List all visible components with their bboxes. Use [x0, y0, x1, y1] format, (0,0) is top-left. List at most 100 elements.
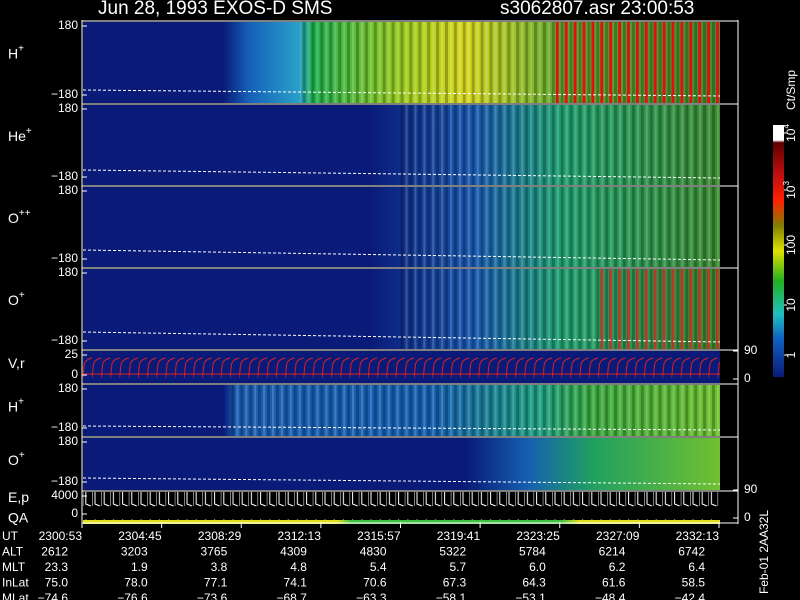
row-value: 2612 — [41, 545, 68, 559]
panel-label-text: O — [8, 452, 19, 468]
y-tick-label: −180 — [51, 251, 78, 265]
y2-tick-label: 90 — [744, 343, 758, 357]
row-value: 3203 — [121, 545, 148, 559]
row-value: 1.9 — [131, 560, 148, 574]
chart-title: Jun 28, 1993 EXOS-D SMS — [98, 0, 332, 19]
panel-label-charge: ++ — [19, 208, 31, 219]
panel-label: H+ — [8, 396, 24, 414]
panel-label: E,p — [8, 489, 29, 505]
y-tick-label: −180 — [51, 420, 78, 434]
row-value: −63.3 — [356, 591, 387, 600]
row-value: −42.4 — [675, 591, 706, 600]
row-name: ALT — [2, 545, 24, 559]
colorbar-tick-label: 104 — [782, 124, 798, 142]
row-value: 2308:29 — [198, 529, 242, 543]
y-tick-label: −180 — [51, 474, 78, 488]
panel-label-text: H — [8, 45, 18, 61]
colorbar — [773, 125, 784, 377]
colorbar-tick-label: 100 — [784, 235, 798, 255]
panel-label-text: O — [8, 292, 19, 308]
row-value: 6.0 — [529, 560, 546, 574]
row-value: 4.8 — [290, 560, 307, 574]
row-value: 2315:57 — [357, 529, 401, 543]
row-value: 78.0 — [124, 576, 148, 590]
panel-label-charge: + — [19, 450, 25, 461]
y-tick-label: 0 — [71, 506, 78, 520]
panel-label: O+ — [8, 290, 25, 308]
y2-tick-label: 0 — [744, 371, 751, 385]
y-tick-label: −180 — [51, 169, 78, 183]
y-tick-label: 180 — [58, 434, 78, 448]
panel-label-charge: + — [26, 126, 32, 137]
panel-label-text: V,r — [8, 355, 25, 371]
row-value: −68.7 — [277, 591, 308, 600]
row-value: −48.4 — [595, 591, 626, 600]
y-tick-label: 4000 — [51, 488, 78, 502]
row-value: 75.0 — [45, 576, 69, 590]
row-value: 2323:25 — [516, 529, 560, 543]
row-value: 2300:53 — [39, 529, 83, 543]
panel-label-text: H — [8, 398, 18, 414]
row-value: 6.4 — [688, 560, 705, 574]
row-name: UT — [2, 529, 19, 543]
y-tick-label: 180 — [58, 183, 78, 197]
row-value: 2332:13 — [676, 529, 720, 543]
row-value: 77.1 — [204, 576, 228, 590]
y-tick-label: 180 — [58, 265, 78, 279]
colorbar-tick-base: 10 — [784, 128, 798, 142]
row-value: 67.3 — [443, 576, 467, 590]
row-value: 5.4 — [370, 560, 387, 574]
colorbar-tick-base: 10 — [784, 185, 798, 199]
y-tick-label: 0 — [71, 367, 78, 381]
y-tick-label: 180 — [58, 18, 78, 32]
y2-tick-label: 90 — [744, 482, 758, 496]
row-value: 2304:45 — [118, 529, 162, 543]
panel-label-text: O — [8, 210, 19, 226]
row-value: −76.6 — [117, 591, 148, 600]
panel-label: He+ — [8, 126, 32, 144]
colorbar-tick-label: 103 — [782, 181, 798, 199]
row-value: −53.1 — [515, 591, 546, 600]
frame — [81, 20, 787, 528]
row-value: −74.6 — [38, 591, 69, 600]
row-value: 5.7 — [449, 560, 466, 574]
row-value: 6.2 — [609, 560, 626, 574]
row-value: −73.6 — [197, 591, 228, 600]
row-value: 61.6 — [602, 576, 626, 590]
file-label: s3062807.asr 23:00:53 — [500, 0, 694, 19]
row-value: 3.8 — [211, 560, 228, 574]
panel-label-charge: + — [18, 43, 24, 54]
y-tick-label: 180 — [58, 381, 78, 395]
y2-tick-label: 0 — [744, 510, 751, 524]
row-value: 64.3 — [522, 576, 546, 590]
panel-label-text: E,p — [8, 489, 29, 505]
row-value: 4309 — [280, 545, 307, 559]
colorbar-tick-exp: 3 — [782, 181, 791, 186]
footnote: Feb-01 2AA32L — [757, 510, 771, 594]
row-value: 3765 — [201, 545, 228, 559]
colorbar-title: Ct/Smp — [784, 70, 798, 110]
row-value: −58.1 — [436, 591, 467, 600]
spectrograms — [82, 22, 721, 524]
row-name: MLT — [2, 560, 26, 574]
row-value: 5322 — [439, 545, 466, 559]
y-tick-label: −180 — [51, 87, 78, 101]
row-value: 6742 — [678, 545, 705, 559]
row-value: 2319:41 — [437, 529, 481, 543]
panel-label: O+ — [8, 450, 25, 468]
panel-label: H+ — [8, 43, 24, 61]
colorbar-tick-label: 1 — [784, 351, 798, 358]
row-value: 70.6 — [363, 576, 387, 590]
row-value: 6214 — [599, 545, 626, 559]
y-tick-label: 180 — [58, 101, 78, 115]
colorbar-tick-exp: 4 — [782, 124, 791, 129]
row-value: 2327:09 — [596, 529, 640, 543]
row-value: 2312:13 — [277, 529, 321, 543]
panel-label: QA — [8, 510, 29, 526]
panel-label: O++ — [8, 208, 31, 226]
row-value: 5784 — [519, 545, 546, 559]
row-name: MLat — [2, 591, 29, 600]
row-value: 74.1 — [284, 576, 308, 590]
colorbar-tick-label: 10 — [784, 298, 798, 312]
